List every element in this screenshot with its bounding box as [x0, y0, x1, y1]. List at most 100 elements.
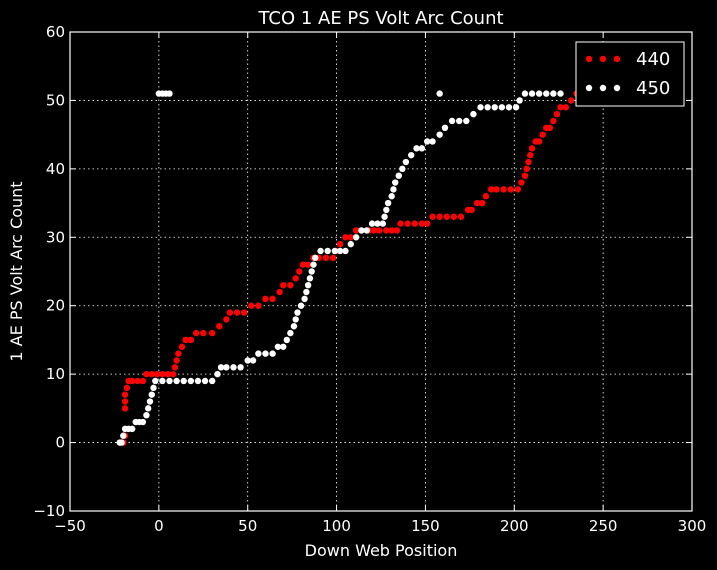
data-point-450 [363, 227, 370, 234]
data-point-450 [269, 350, 276, 357]
data-point-440 [276, 288, 283, 296]
series-440 [120, 90, 580, 446]
chart-title: TCO 1 AE PS Volt Arc Count [257, 8, 503, 29]
x-tick-label: 250 [589, 517, 618, 535]
data-point-450 [301, 295, 308, 303]
data-point-450 [292, 316, 299, 323]
data-point-450 [308, 268, 315, 275]
data-point-440 [443, 213, 450, 220]
data-point-440 [429, 213, 436, 220]
data-point-440 [121, 398, 129, 405]
data-point-440 [296, 268, 303, 275]
data-point-440 [523, 165, 530, 173]
data-point-450 [484, 104, 491, 111]
data-point-440 [121, 405, 129, 412]
data-point-440 [129, 377, 136, 385]
data-point-440 [383, 227, 390, 234]
data-point-440 [139, 377, 147, 385]
data-point-440 [134, 377, 141, 385]
x-tick-label: 200 [500, 517, 529, 535]
data-point-440 [424, 220, 431, 227]
data-point-450 [384, 199, 392, 207]
y-tick-label: 50 [46, 91, 65, 109]
data-point-450 [505, 104, 513, 111]
data-point-440 [507, 186, 514, 193]
data-point-440 [352, 227, 360, 234]
data-point-440 [562, 104, 570, 111]
data-point-450 [491, 104, 498, 111]
legend-marker [613, 84, 621, 92]
data-point-440 [482, 193, 490, 200]
data-point-440 [182, 336, 189, 344]
data-point-440 [404, 220, 411, 227]
y-tick-label: −10 [33, 502, 65, 520]
y-tick-label: 40 [46, 160, 65, 178]
data-point-450 [395, 172, 402, 179]
data-point-450 [274, 343, 282, 350]
data-point-450 [118, 439, 125, 446]
legend-marker [613, 55, 621, 63]
axis-ticks: −50 0 50 100 150 200 250 300 −10 0 10 20 30 40 50 60 [33, 23, 706, 535]
data-point-440 [479, 199, 486, 207]
data-point-450 [436, 131, 443, 138]
data-point-440 [450, 213, 458, 220]
data-point-450 [477, 104, 484, 111]
data-point-440 [527, 151, 534, 159]
data-point-440 [148, 370, 155, 378]
data-point-450 [388, 193, 395, 200]
data-point-450 [214, 370, 221, 378]
legend-item-450: 450 [585, 78, 670, 99]
data-point-450 [230, 364, 237, 371]
data-point-440 [567, 97, 575, 104]
data-point-440 [240, 309, 248, 316]
data-point-450 [521, 90, 529, 97]
data-point-440 [304, 261, 312, 268]
data-point-450 [244, 357, 251, 364]
data-point-450 [543, 90, 550, 97]
data-point-440 [299, 261, 307, 268]
data-point-440 [208, 329, 216, 337]
data-point-450 [336, 247, 344, 255]
x-tick-label: 0 [154, 517, 164, 535]
legend-item-440: 440 [585, 49, 670, 70]
data-point-450 [166, 90, 173, 97]
data-point-450 [470, 110, 477, 118]
data-point-450 [148, 391, 155, 398]
data-point-450 [237, 364, 244, 371]
data-point-450 [152, 377, 159, 385]
data-point-450 [392, 179, 399, 186]
data-point-450 [223, 364, 230, 371]
data-point-450 [441, 124, 449, 131]
data-point-450 [358, 227, 365, 234]
data-point-450 [180, 377, 187, 385]
data-point-440 [525, 158, 532, 166]
data-point-450 [324, 247, 331, 255]
data-point-450 [381, 213, 388, 220]
data-points [116, 90, 580, 446]
data-point-450 [379, 220, 386, 227]
data-point-440 [546, 124, 554, 131]
data-point-440 [178, 343, 186, 350]
data-point-440 [342, 234, 349, 241]
data-point-450 [418, 145, 426, 152]
data-point-450 [255, 350, 262, 357]
data-point-440 [223, 316, 230, 323]
data-point-440 [539, 131, 546, 138]
data-point-450 [436, 90, 443, 97]
data-point-440 [514, 186, 522, 193]
data-point-450 [408, 151, 415, 159]
data-point-450 [143, 412, 150, 419]
data-point-450 [159, 377, 166, 385]
data-point-450 [399, 165, 406, 173]
data-point-440 [175, 350, 182, 357]
y-tick-label: 60 [46, 23, 65, 41]
data-point-440 [393, 227, 401, 234]
data-point-450 [429, 138, 436, 145]
data-point-450 [173, 377, 180, 385]
data-point-450 [287, 329, 294, 337]
x-tick-label: 100 [322, 517, 351, 535]
data-point-450 [512, 104, 520, 111]
data-point-450 [283, 336, 291, 344]
legend-label: 440 [636, 49, 670, 70]
